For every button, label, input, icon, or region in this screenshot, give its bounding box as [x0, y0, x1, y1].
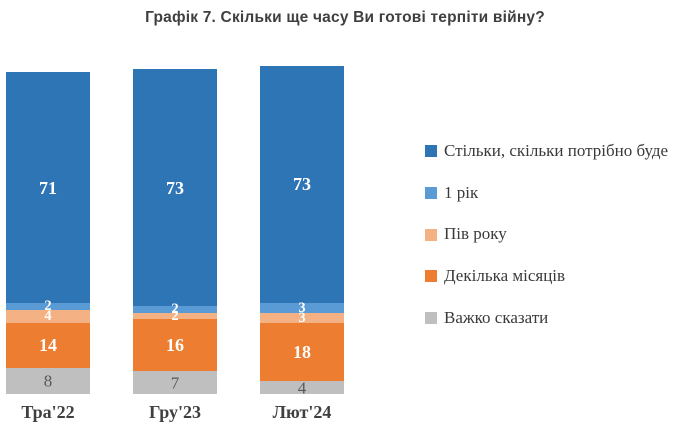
bar-column: 73 2 2 16 7 [133, 69, 217, 395]
bar-segment: 14 [6, 322, 90, 368]
legend-label: 1 рік [444, 182, 479, 202]
bar-segment: 7 [133, 371, 217, 395]
bar-segment: 8 [6, 368, 90, 394]
bar-column: 73 3 3 18 4 [260, 65, 344, 398]
legend-swatch [425, 187, 437, 200]
bar-segment: 3 [260, 299, 344, 316]
legend-label: Пів року [444, 224, 507, 244]
x-axis-label: Тра'22 [21, 402, 75, 422]
segment-value-label: 7 [170, 373, 180, 393]
segment-value-label: 73 [293, 174, 311, 195]
bar-column: 71 2 4 14 8 [6, 72, 90, 394]
segment-value-label: 71 [39, 177, 57, 198]
x-axis-label: Гру'23 [148, 402, 202, 422]
legend-swatch [425, 270, 437, 283]
bar-segment: 18 [260, 322, 344, 382]
bar-segment: 71 [6, 72, 90, 303]
legend-swatch [425, 312, 437, 325]
segment-value-label: 3 [298, 299, 306, 316]
segment-value-label: 2 [171, 301, 179, 318]
legend-item: Важко сказати [425, 307, 668, 328]
segment-value-label: 2 [44, 298, 52, 314]
segment-value-label: 16 [166, 335, 184, 356]
bar-segment: 73 [133, 69, 217, 307]
bar-segment: 3 [260, 309, 344, 326]
chart-title: Графік 7. Скільки ще часу Ви готові терп… [145, 9, 545, 26]
segment-value-label: 4 [44, 307, 52, 324]
legend-label: Декілька місяців [444, 266, 566, 286]
segment-value-label: 73 [166, 177, 184, 198]
legend-item: Стільки, скільки потрібно буде [425, 141, 669, 161]
legend-label: Стільки, скільки потрібно буде [444, 141, 669, 160]
legend: Стільки, скільки потрібно буде 1 рік Пів р… [425, 141, 669, 328]
segment-value-label: 14 [39, 335, 57, 356]
legend-swatch [425, 228, 437, 241]
legend-item: Пів року [425, 225, 668, 244]
x-axis-label: Лют'24 [272, 402, 332, 422]
bar-segment: 16 [133, 319, 217, 372]
bar-segment: 4 [6, 307, 90, 324]
segment-value-label: 8 [43, 371, 53, 391]
legend-item: 1 рік [425, 182, 668, 203]
segment-value-label: 4 [297, 378, 307, 398]
segment-value-label: 18 [293, 341, 311, 362]
segment-value-label: 3 [298, 309, 306, 326]
bar-segment: 2 [133, 309, 217, 323]
legend-label: Важко сказати [444, 307, 549, 327]
segment-value-label: 2 [171, 307, 179, 324]
bar-segment: 4 [260, 378, 344, 398]
bar-segment: 2 [133, 302, 217, 316]
legend-swatch [425, 145, 437, 158]
bar-segment: 73 [260, 65, 344, 303]
bar-segment: 2 [6, 299, 90, 313]
legend-item: Декілька місяців [425, 266, 668, 286]
